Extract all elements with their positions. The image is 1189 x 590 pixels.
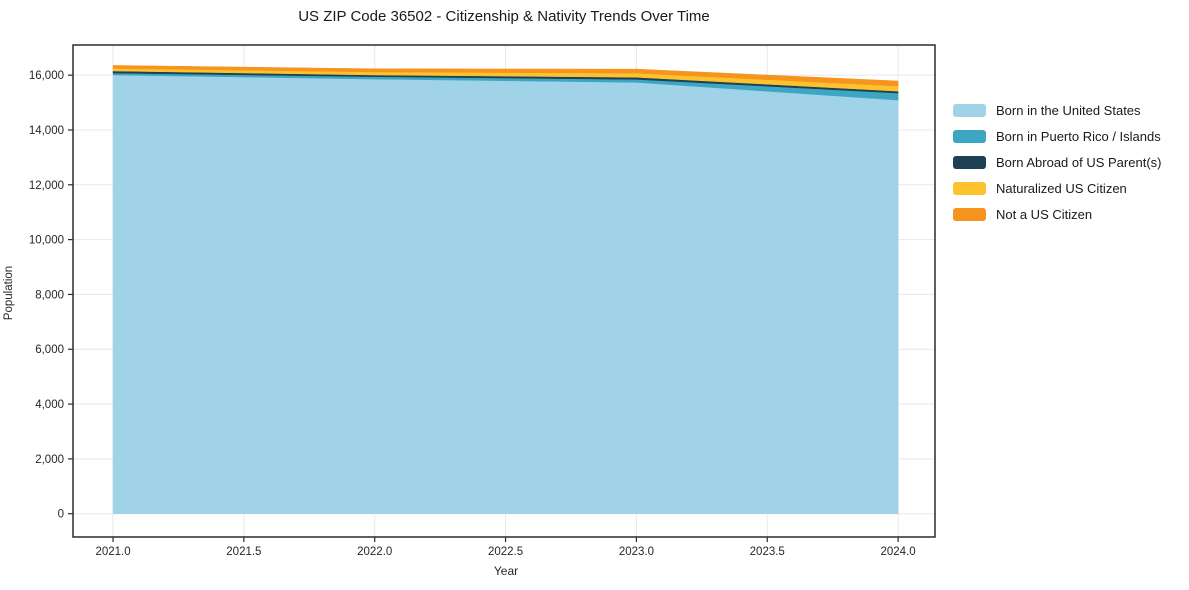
chart-title: US ZIP Code 36502 - Citizenship & Nativi… (298, 8, 710, 25)
legend: Born in the United States Born in Puerto … (953, 101, 1161, 224)
plot-border (72, 44, 936, 538)
legend-item-3: Naturalized US Citizen (953, 179, 1161, 198)
y-tick-label: 6,000 (35, 344, 64, 356)
x-tick-label: 2022.5 (488, 546, 523, 558)
y-tick-label: 12,000 (29, 180, 64, 192)
legend-item-1: Born in Puerto Rico / Islands (953, 127, 1161, 146)
legend-item-4: Not a US Citizen (953, 205, 1161, 224)
y-tick-label: 8,000 (35, 289, 64, 301)
legend-label: Born Abroad of US Parent(s) (996, 155, 1162, 170)
area-series-4 (112, 65, 899, 87)
legend-label: Born in Puerto Rico / Islands (996, 129, 1161, 144)
y-tick-label: 4,000 (35, 399, 64, 411)
y-tick-label: 16,000 (29, 70, 64, 82)
legend-swatch (953, 182, 986, 195)
y-axis-label: Population (3, 265, 15, 321)
legend-item-2: Born Abroad of US Parent(s) (953, 153, 1161, 172)
legend-label: Born in the United States (996, 103, 1141, 118)
x-tick-label: 2023.5 (750, 546, 785, 558)
area-series-0 (112, 74, 899, 514)
y-tick-label: 10,000 (29, 235, 64, 247)
legend-label: Naturalized US Citizen (996, 181, 1127, 196)
legend-label: Not a US Citizen (996, 207, 1093, 222)
y-tick-label: 2,000 (35, 454, 64, 466)
y-tick-label: 14,000 (29, 125, 64, 137)
x-tick-label: 2022.0 (357, 546, 392, 558)
legend-swatch (953, 208, 986, 221)
x-tick-label: 2021.0 (95, 546, 130, 558)
x-tick-label: 2023.0 (619, 546, 654, 558)
y-tick-label: 0 (58, 509, 64, 521)
legend-swatch (953, 156, 986, 169)
legend-item-0: Born in the United States (953, 101, 1161, 120)
x-tick-label: 2024.0 (881, 546, 916, 558)
x-tick-label: 2021.5 (226, 546, 261, 558)
legend-swatch (953, 104, 986, 117)
legend-swatch (953, 130, 986, 143)
x-axis-label: Year (493, 564, 519, 578)
